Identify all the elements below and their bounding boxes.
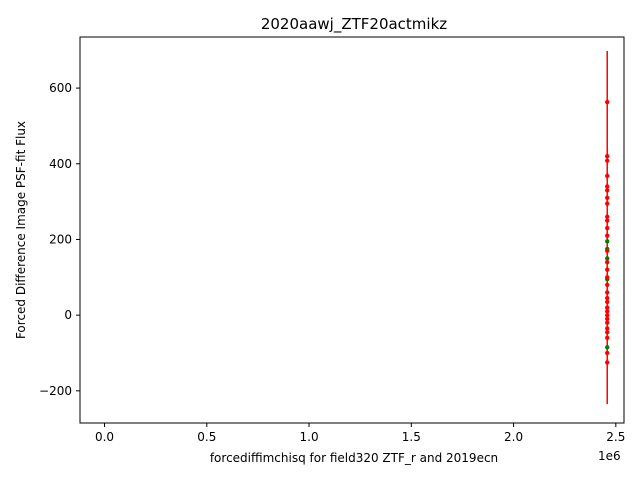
red-data-point xyxy=(605,329,610,335)
x-tick-label: 1.5 xyxy=(402,430,421,444)
red-data-point xyxy=(605,299,610,305)
red-data-point xyxy=(605,267,610,272)
green-data-point xyxy=(605,256,610,261)
x-axis-label: forcediffimchisq for field320 ZTF_r and … xyxy=(210,451,498,465)
y-tick-label: 600 xyxy=(49,81,72,95)
red-data-point xyxy=(605,316,610,322)
red-data-point xyxy=(605,350,610,356)
red-data-point xyxy=(605,154,610,159)
y-tick-label: 400 xyxy=(49,157,72,171)
red-data-point xyxy=(605,290,610,295)
red-data-point xyxy=(605,173,610,179)
red-data-point xyxy=(605,214,610,219)
red-data-point xyxy=(605,320,610,325)
red-data-point xyxy=(605,305,610,310)
red-data-point xyxy=(605,218,610,223)
red-data-point xyxy=(605,312,610,318)
red-data-point xyxy=(605,195,610,201)
red-data-point xyxy=(605,158,610,163)
y-tick-label: 0 xyxy=(64,308,72,322)
red-data-point xyxy=(605,309,610,314)
chart-title: 2020aawj_ZTF20actmikz xyxy=(261,15,447,34)
red-data-point xyxy=(605,326,610,331)
red-data-point xyxy=(605,201,610,206)
points-layer xyxy=(605,99,610,365)
red-data-point xyxy=(605,184,610,189)
red-data-point xyxy=(605,295,610,301)
plot-area xyxy=(79,36,625,424)
y-tick-label: 200 xyxy=(49,232,72,246)
y-axis-label: Forced Difference Image PSF-fit Flux xyxy=(14,121,28,339)
x-tick-label: 0.5 xyxy=(197,430,216,444)
green-data-point xyxy=(605,239,610,244)
red-data-point xyxy=(605,225,610,231)
x-tick-label: 2.0 xyxy=(504,430,523,444)
red-data-point xyxy=(605,360,610,365)
red-data-point xyxy=(605,248,610,254)
x-tick-label: 2.5 xyxy=(606,430,625,444)
y-axis-ticks: −200 0 200 400 600 xyxy=(39,81,80,398)
y-tick-label: −200 xyxy=(39,384,72,398)
x-axis-ticks: 0.0 0.5 1.0 1.5 2.0 2.5 xyxy=(95,423,625,444)
x-tick-label: 1.0 xyxy=(300,430,319,444)
red-data-point xyxy=(605,188,610,193)
red-data-point xyxy=(605,233,610,238)
x-offset-label: 1e6 xyxy=(598,449,621,463)
red-data-point xyxy=(605,335,610,341)
x-tick-label: 0.0 xyxy=(95,430,114,444)
red-data-point xyxy=(605,275,610,280)
red-data-point xyxy=(605,259,610,265)
green-data-point xyxy=(605,345,610,350)
red-data-point xyxy=(605,99,610,105)
red-data-point xyxy=(605,282,610,288)
